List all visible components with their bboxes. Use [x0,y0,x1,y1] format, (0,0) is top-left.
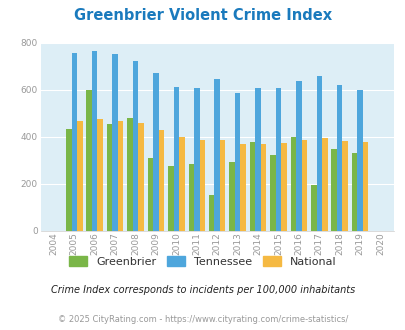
Bar [240,145,245,231]
Bar [336,85,342,231]
Bar [281,143,286,231]
Bar [275,87,281,231]
Bar [301,140,307,231]
Bar [132,61,138,231]
Text: Greenbrier Violent Crime Index: Greenbrier Violent Crime Index [74,8,331,23]
Bar [249,142,255,231]
Bar [194,88,199,231]
Bar [310,185,316,231]
Bar [107,123,112,231]
Text: © 2025 CityRating.com - https://www.cityrating.com/crime-statistics/: © 2025 CityRating.com - https://www.city… [58,315,347,324]
Bar [351,153,356,231]
Bar [220,140,225,231]
Bar [316,76,321,231]
Bar [214,79,220,231]
Bar [66,129,71,231]
Bar [173,87,179,231]
Bar [77,121,82,231]
Bar [356,90,362,231]
Text: Crime Index corresponds to incidents per 100,000 inhabitants: Crime Index corresponds to incidents per… [51,285,354,295]
Bar [97,119,103,231]
Bar [295,82,301,231]
Bar [86,90,92,231]
Bar [229,162,234,231]
Bar [127,118,132,231]
Bar [270,154,275,231]
Bar [199,140,205,231]
Bar [209,195,214,231]
Bar [158,130,164,231]
Bar [138,123,143,231]
Legend: Greenbrier, Tennessee, National: Greenbrier, Tennessee, National [65,251,340,271]
Bar [342,142,347,231]
Bar [92,51,97,231]
Bar [330,149,336,231]
Bar [321,138,327,231]
Bar [179,137,184,231]
Bar [255,88,260,231]
Bar [362,142,367,231]
Bar [260,144,266,231]
Bar [71,53,77,231]
Bar [153,74,158,231]
Bar [290,137,295,231]
Bar [234,93,240,231]
Bar [168,166,173,231]
Bar [147,158,153,231]
Bar [117,121,123,231]
Bar [112,54,117,231]
Bar [188,164,194,231]
